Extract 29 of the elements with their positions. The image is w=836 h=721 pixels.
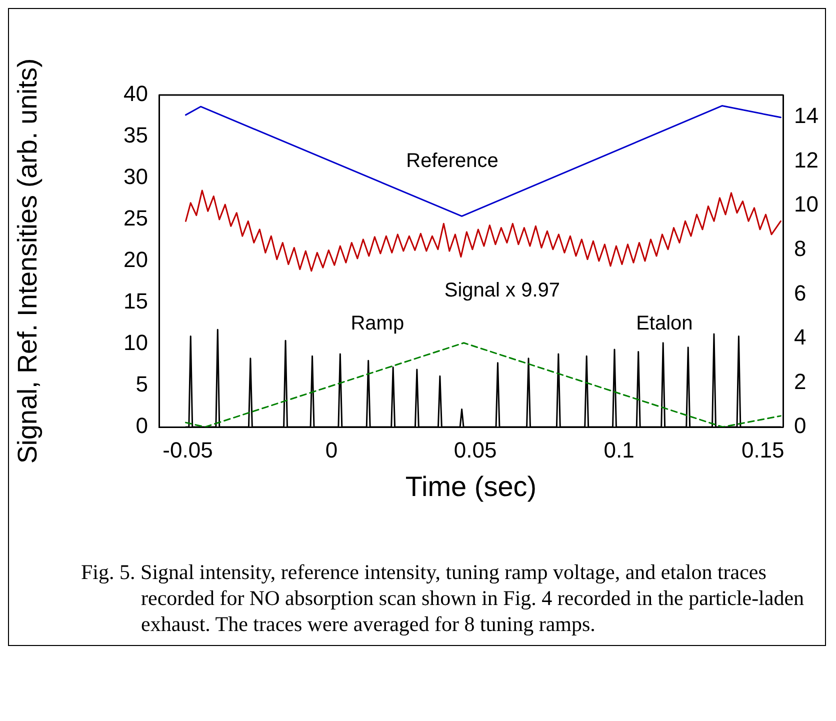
y2-tick-label: 12 [794, 147, 818, 172]
y-axis-title: Signal, Ref. Intensities (arb. units) [12, 58, 43, 464]
series-label: Reference [406, 150, 498, 172]
y-tick-label: 25 [124, 206, 148, 231]
x-tick-label: 0.1 [604, 437, 634, 462]
y-tick-label: 40 [124, 81, 148, 106]
y-tick-label: 20 [124, 247, 148, 272]
y-tick-label: 15 [124, 288, 148, 314]
y-tick-label: 30 [124, 164, 148, 190]
y-tick-label: 0 [136, 413, 148, 438]
series-label: Signal x 9.97 [444, 279, 560, 302]
x-tick-label: 0.15 [741, 437, 784, 462]
x-axis-title: Time (sec) [405, 470, 537, 502]
x-tick-label: 0 [325, 437, 338, 462]
series-label: Ramp [350, 312, 404, 335]
y2-tick-label: 8 [794, 236, 806, 261]
y2-tick-label: 14 [794, 103, 818, 128]
y-tick-label: 5 [136, 372, 148, 397]
y2-tick-label: 6 [794, 280, 806, 306]
y-tick-label: 10 [124, 330, 148, 356]
caption: Fig. 5. Signal intensity, reference intensity, tuning ramp voltage, and etalon traces recorded for NO absorption scan shown in Fig. 4 recorded in the particle-laden exhaust. The traces were averaged for 8 tuning ramps. [81, 559, 805, 637]
y2-tick-label: 10 [794, 192, 818, 217]
x-tick-label: 0.05 [454, 437, 497, 462]
y2-tick-label: 2 [794, 368, 806, 394]
y-tick-label: 35 [124, 122, 148, 148]
series-label: Etalon [636, 312, 693, 335]
x-tick-label: -0.05 [162, 437, 213, 462]
y2-tick-label: 4 [794, 324, 806, 350]
y2-tick-label: 0 [794, 413, 806, 438]
